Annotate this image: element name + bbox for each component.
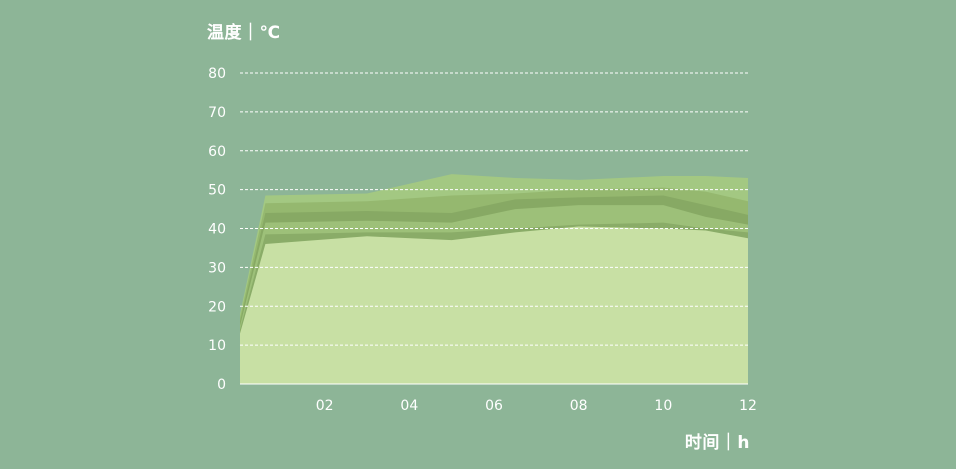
x-tick-label-06: 06 <box>485 398 503 414</box>
y-tick-label-80: 80 <box>208 66 226 82</box>
y-axis-title: 温度｜℃ <box>207 23 281 43</box>
x-tick-label-02: 02 <box>316 398 334 414</box>
y-tick-label-20: 20 <box>208 299 226 315</box>
series-area-6 <box>240 226 748 384</box>
y-tick-label-70: 70 <box>208 105 226 121</box>
x-tick-label-04: 04 <box>400 398 418 414</box>
x-tick-label-10: 10 <box>654 398 672 414</box>
x-axis-title: 时间｜h <box>684 433 750 453</box>
y-tick-label-30: 30 <box>208 260 226 276</box>
y-tick-label-40: 40 <box>208 222 226 238</box>
y-tick-label-50: 50 <box>208 183 226 199</box>
y-tick-label-60: 60 <box>208 144 226 160</box>
x-tick-label-08: 08 <box>570 398 588 414</box>
y-tick-label-10: 10 <box>208 338 226 354</box>
x-tick-label-12: 12 <box>739 398 757 414</box>
y-tick-label-0: 0 <box>217 377 226 393</box>
